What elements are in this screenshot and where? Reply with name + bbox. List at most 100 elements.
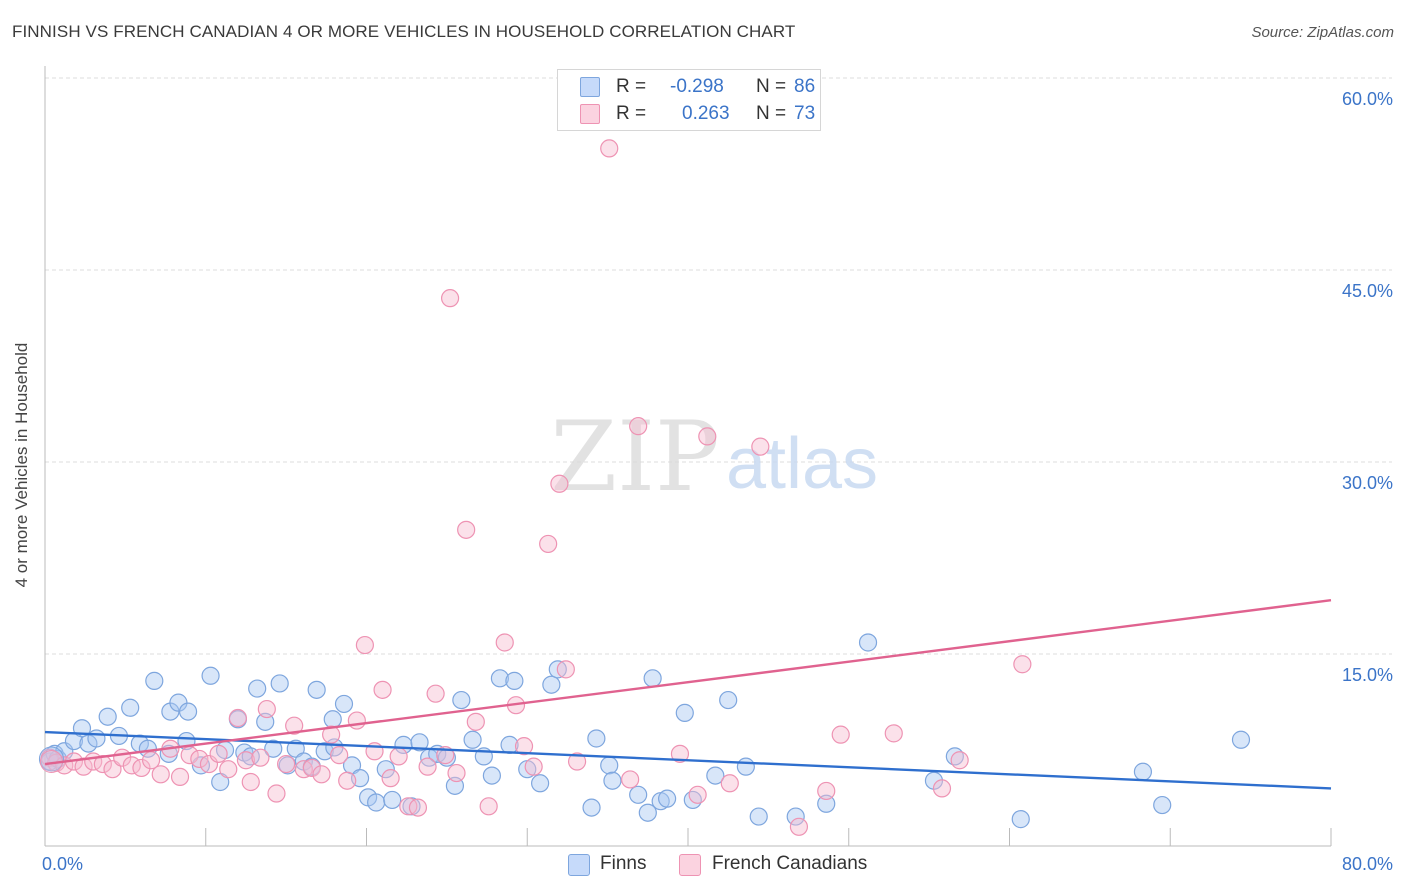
finns-point <box>376 760 395 779</box>
french-point <box>277 754 296 774</box>
french-point <box>550 474 569 493</box>
finns-point <box>264 739 283 758</box>
finns-point <box>1231 730 1251 749</box>
finns-point <box>1011 810 1030 829</box>
french-swatch <box>580 104 600 124</box>
finns-point <box>410 733 429 752</box>
french-point <box>312 765 331 784</box>
french-point <box>355 635 374 655</box>
french-point <box>495 633 514 652</box>
chart-title: FINNISH VS FRENCH CANADIAN 4 OR MORE VEH… <box>12 22 796 41</box>
french-n-value: 73 <box>794 103 816 124</box>
french-point <box>524 757 543 776</box>
finns-point <box>603 771 622 790</box>
finns-point <box>315 742 334 761</box>
finns-point <box>542 675 561 694</box>
french-point <box>241 772 260 792</box>
finns-point <box>367 793 386 812</box>
french-point <box>257 699 276 719</box>
y-tick-label: 30.0% <box>1342 473 1393 493</box>
axes <box>44 66 1332 847</box>
french-point <box>285 716 304 735</box>
french-point <box>698 427 717 446</box>
french-point <box>600 139 619 158</box>
french-point <box>151 765 170 784</box>
french-point <box>629 417 648 436</box>
french-point <box>556 660 575 679</box>
finns-point <box>683 790 702 810</box>
french-point <box>514 737 534 756</box>
data-points <box>38 139 1251 836</box>
french-point <box>389 747 408 766</box>
finns-point <box>178 702 198 721</box>
finns-point <box>1133 762 1153 781</box>
finns-point <box>817 794 836 813</box>
french-point <box>817 781 836 801</box>
x-tick-label-max: 80.0% <box>1342 854 1393 874</box>
finns-point <box>87 729 106 748</box>
french-point <box>831 725 850 744</box>
finns-point <box>858 633 878 652</box>
french-point <box>440 289 460 308</box>
source-label: Source: ZipAtlas.com <box>1251 24 1394 41</box>
french-point <box>932 779 952 798</box>
finns-r-label: R = <box>616 76 647 97</box>
french-point <box>720 774 739 793</box>
french-point <box>399 797 418 816</box>
finns-point <box>643 669 662 688</box>
french-legend-label: French Canadians <box>712 853 868 874</box>
tick-labels: 15.0% 30.0% 45.0% 60.0% 0.0% 80.0% <box>42 89 1393 874</box>
french-point <box>170 767 190 786</box>
finns-point <box>286 739 305 758</box>
finns-point <box>719 690 738 710</box>
french-point <box>236 751 256 770</box>
x-tick-label-min: 0.0% <box>42 854 83 874</box>
finns-point <box>629 785 648 804</box>
french-point <box>408 798 428 817</box>
french-point <box>322 725 341 744</box>
finns-point <box>658 789 677 808</box>
finns-point <box>145 671 164 690</box>
french-point <box>621 770 640 789</box>
finns-legend-label: Finns <box>600 853 647 874</box>
finns-point <box>531 774 550 793</box>
finns-point <box>121 698 140 717</box>
finns-point <box>749 807 768 826</box>
french-point <box>479 797 498 816</box>
finns-n-label: N = <box>756 76 787 97</box>
finns-point <box>786 807 805 826</box>
trend-lines <box>44 599 1332 790</box>
finns-point <box>490 669 510 688</box>
french-point <box>219 760 238 779</box>
finns-point <box>675 703 694 722</box>
french-point <box>670 744 690 763</box>
finns-point <box>307 680 326 699</box>
finns-point <box>736 757 755 776</box>
french-point <box>950 751 969 770</box>
legend: R = -0.298 N = 86 R = 0.263 N = 73 <box>557 69 821 131</box>
french-point <box>330 746 349 765</box>
finns-point <box>463 730 482 749</box>
finns-point <box>383 790 402 810</box>
finns-point <box>334 694 354 714</box>
finns-point <box>270 674 289 693</box>
finns-point <box>211 772 230 792</box>
french-r-value: 0.263 <box>682 103 730 124</box>
french-point <box>466 712 485 731</box>
french-point <box>418 757 437 776</box>
watermark-zip: ZIP <box>550 401 719 513</box>
finns-point <box>482 766 501 785</box>
french-point <box>751 437 770 456</box>
finns-point <box>505 671 524 690</box>
french-point <box>347 711 366 730</box>
finns-trend-line <box>44 730 1332 790</box>
finns-point <box>452 690 471 710</box>
french-point <box>789 817 809 836</box>
french-point <box>209 744 228 763</box>
finns-legend-swatch <box>568 854 590 876</box>
finns-point <box>248 679 267 698</box>
y-tick-label: 45.0% <box>1342 281 1393 301</box>
y-tick-label: 60.0% <box>1342 89 1393 109</box>
finns-point <box>706 766 725 785</box>
